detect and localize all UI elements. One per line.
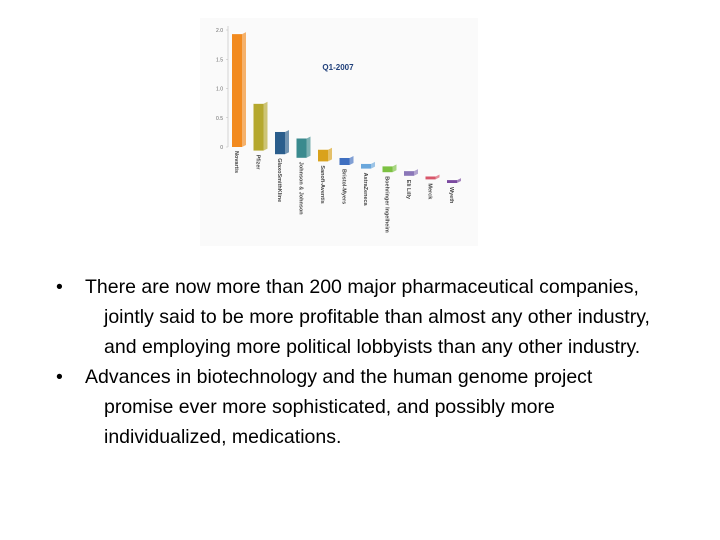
bar — [382, 166, 393, 173]
bar — [275, 131, 285, 155]
bar-top — [404, 169, 418, 172]
x-tick-label: AstraZeneca — [362, 173, 368, 207]
x-tick-label: Bristol-Myers — [341, 169, 347, 204]
bar-top — [339, 155, 354, 158]
bar-top — [232, 32, 246, 35]
bullet-text: There are now more than 200 major pharma… — [85, 276, 650, 358]
x-tick-label: Boehringer Ingelheim — [384, 176, 390, 233]
bar-side — [414, 169, 418, 176]
x-tick-label: Eli Lilly — [405, 180, 411, 200]
bullet-text: Advances in biotechnology and the human … — [85, 366, 593, 448]
x-tick-label: Wyeth — [448, 187, 454, 204]
bar — [361, 163, 371, 169]
bar-side — [435, 174, 440, 180]
x-tick-label: Pfizer — [255, 155, 261, 171]
bullet-dot: • — [56, 276, 63, 298]
bar-top — [253, 101, 268, 104]
bar-top — [275, 129, 289, 132]
bar-side — [242, 32, 246, 147]
bar-side — [392, 164, 397, 173]
bar-top — [296, 136, 311, 139]
y-tick-label: 1.5 — [216, 57, 223, 63]
bar-top — [361, 161, 375, 164]
x-tick-label: Sanofi-Aventis — [319, 165, 325, 203]
x-tick-label: Johnson & Johnson — [298, 162, 304, 216]
bar-top — [447, 178, 461, 181]
bar — [253, 103, 264, 151]
chart-background — [200, 18, 478, 246]
bar-top — [382, 164, 397, 167]
bullet-dot: • — [56, 366, 63, 388]
bar — [296, 138, 307, 158]
bullet: • Advances in biotechnology and the human… — [0, 362, 660, 452]
bullet: • There are now more than 200 major pharm… — [0, 272, 660, 362]
bullet-list: • There are now more than 200 major pharm… — [0, 272, 720, 452]
bar — [339, 157, 350, 165]
bar — [232, 34, 242, 147]
x-tick-label: Novartis — [233, 151, 239, 173]
bar-top — [425, 174, 440, 177]
y-tick-label: 1.0 — [216, 87, 223, 93]
y-tick-label: 0.5 — [216, 116, 223, 122]
bar-side — [349, 155, 354, 165]
bar-side — [371, 161, 375, 169]
bar-side — [306, 136, 311, 158]
bar-side — [457, 178, 461, 183]
x-tick-label: GlaxoSmithKline — [276, 158, 282, 202]
bar-side — [285, 129, 289, 155]
bar — [404, 171, 414, 176]
bar — [447, 180, 457, 183]
bar-top — [318, 147, 332, 150]
bar-side — [328, 147, 332, 162]
x-tick-label: Merck — [427, 183, 433, 200]
bar — [425, 176, 436, 180]
bar-side — [263, 101, 268, 151]
bar — [318, 149, 328, 162]
chart: Q1-2007 0 0.5 1.0 1.5 2.0 Novartis Pfizer Glaxo… — [200, 18, 478, 246]
chart-title: Q1-2007 — [322, 63, 354, 72]
y-tick-label: 2.0 — [216, 28, 223, 34]
y-tick-label: 0 — [220, 145, 223, 151]
